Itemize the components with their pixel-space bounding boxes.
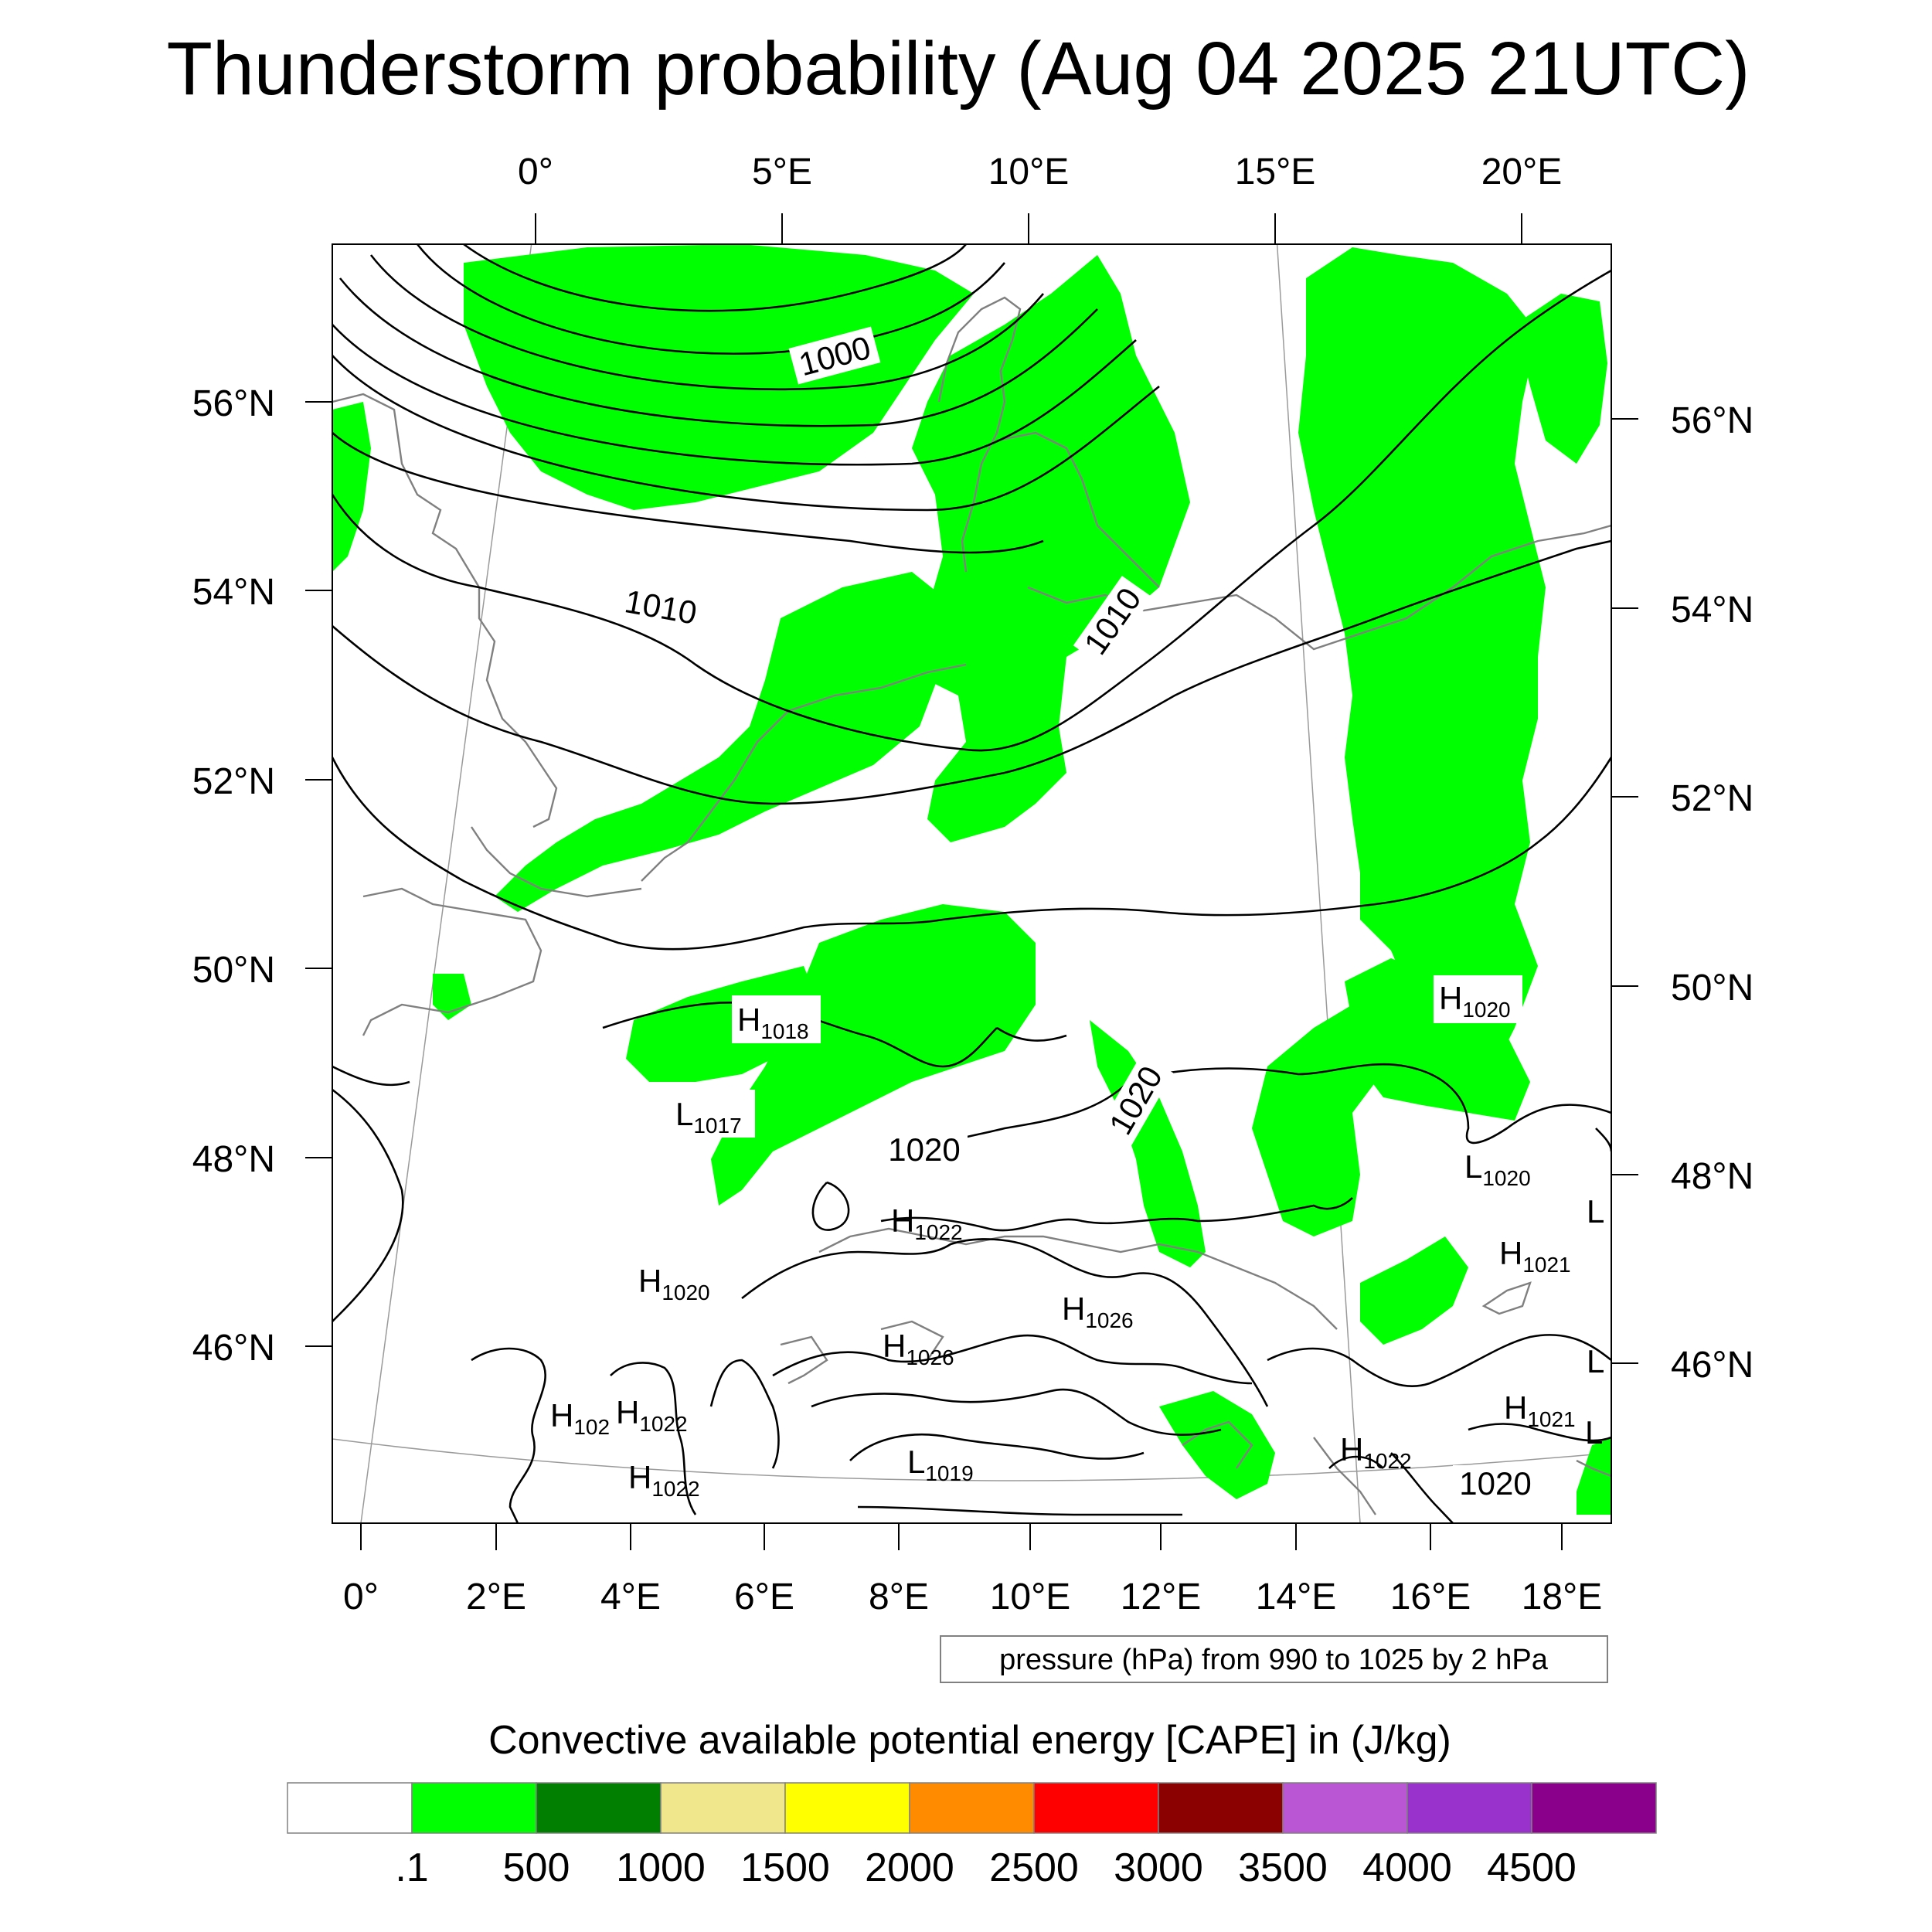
map-panel xyxy=(332,243,1612,1524)
contour-label: 1020 xyxy=(1459,1465,1531,1502)
colorbar-tick-label: 3000 xyxy=(1114,1845,1203,1890)
colorbar-tick-label: 3500 xyxy=(1238,1845,1328,1890)
pressure-center-label: H1022 xyxy=(616,1394,688,1436)
left-tick-label: 48°N xyxy=(192,1139,275,1180)
bottom-axis: 0° 2°E 4°E 6°E 8°E 10°E 12°E 14°E 16°E 1… xyxy=(343,1523,1602,1617)
right-tick-label: 50°N xyxy=(1671,968,1753,1009)
bottom-tick-label: 6°E xyxy=(734,1577,794,1617)
right-tick-label: 56°N xyxy=(1671,400,1753,441)
top-axis: 0° 5°E 10°E 15°E 20°E xyxy=(518,151,1562,244)
pressure-center-label: H1021 xyxy=(1504,1389,1576,1431)
colorbar-tick-label: 2000 xyxy=(865,1845,954,1890)
bottom-tick-label: 2°E xyxy=(466,1577,526,1617)
colorbar-swatch xyxy=(1406,1782,1532,1834)
graticule xyxy=(332,244,1611,1523)
left-axis: 56°N 54°N 52°N 50°N 48°N 46°N xyxy=(192,383,332,1369)
pressure-center-label: L1020 xyxy=(1464,1148,1531,1190)
colorbar-swatch xyxy=(1158,1782,1284,1834)
top-tick-label: 5°E xyxy=(752,151,812,192)
colorbar-swatch xyxy=(660,1782,786,1834)
pressure-center-label: L xyxy=(1587,1193,1604,1230)
colorbar-title: Convective available potential energy [C… xyxy=(488,1718,1451,1763)
top-tick-label: 10°E xyxy=(988,151,1070,192)
colorbar-tick-label: 4500 xyxy=(1487,1845,1577,1890)
top-tick-label: 20°E xyxy=(1481,151,1563,192)
contour-info-text: pressure (hPa) from 990 to 1025 by 2 hPa xyxy=(999,1644,1549,1676)
bottom-tick-label: 16°E xyxy=(1390,1577,1471,1617)
bottom-tick-label: 14°E xyxy=(1256,1577,1337,1617)
bottom-tick-label: 10°E xyxy=(990,1577,1071,1617)
bottom-tick-label: 0° xyxy=(343,1577,379,1617)
contour-label: 1020 xyxy=(888,1131,960,1168)
right-tick-label: 46°N xyxy=(1671,1345,1753,1386)
colorbar-swatch xyxy=(287,1782,413,1834)
colorbar-tick-label: 4000 xyxy=(1362,1845,1452,1890)
left-tick-label: 56°N xyxy=(192,383,275,424)
bottom-tick-label: 12°E xyxy=(1121,1577,1202,1617)
right-tick-label: 48°N xyxy=(1671,1156,1753,1197)
left-tick-label: 54°N xyxy=(192,572,275,613)
figure-title: Thunderstorm probability (Aug 04 2025 21… xyxy=(167,26,1750,111)
pressure-center-label: L xyxy=(1587,1343,1604,1379)
bottom-tick-label: 4°E xyxy=(600,1577,661,1617)
pressure-center-label: H1026 xyxy=(1062,1291,1134,1332)
colorbar-tick-label: 500 xyxy=(503,1845,570,1890)
left-tick-label: 50°N xyxy=(192,950,275,991)
bottom-tick-label: 8°E xyxy=(869,1577,929,1617)
pressure-center-label: L1019 xyxy=(907,1444,974,1485)
pressure-center-label: H1026 xyxy=(883,1328,954,1369)
pressure-center-label: H102 xyxy=(550,1397,610,1439)
pressure-centers: H1018 L1017 H1020 H1022 H1020 H1026 H102… xyxy=(550,975,1604,1501)
pressure-center-label: H1022 xyxy=(891,1202,963,1244)
right-tick-label: 54°N xyxy=(1671,590,1753,631)
pressure-center-label: H1022 xyxy=(628,1459,700,1501)
pressure-center-label: H1020 xyxy=(1439,980,1511,1022)
colorbar-swatch xyxy=(909,1782,1035,1834)
colorbar-swatch xyxy=(411,1782,537,1834)
left-tick-label: 46°N xyxy=(192,1328,275,1369)
pressure-center-label: L xyxy=(1585,1414,1603,1451)
colorbar-swatch xyxy=(1033,1782,1159,1834)
pressure-center-label: H1020 xyxy=(638,1263,710,1304)
cape-shaded-areas xyxy=(332,244,1611,1515)
colorbar-tick-label: .1 xyxy=(395,1845,428,1890)
colorbar-swatch xyxy=(784,1782,910,1834)
colorbar-tick-label: 1500 xyxy=(740,1845,830,1890)
colorbar-tick-label: 2500 xyxy=(989,1845,1079,1890)
colorbar-tick-label: 1000 xyxy=(616,1845,706,1890)
bottom-tick-label: 18°E xyxy=(1522,1577,1603,1617)
pressure-center-label: H1021 xyxy=(1499,1235,1571,1277)
pressure-center-label: H1022 xyxy=(1340,1431,1412,1473)
colorbar-swatch xyxy=(1531,1782,1657,1834)
right-tick-label: 52°N xyxy=(1671,778,1753,819)
contour-info-box: pressure (hPa) from 990 to 1025 by 2 hPa xyxy=(940,1635,1608,1683)
left-tick-label: 52°N xyxy=(192,761,275,802)
colorbar: Convective available potential energy [C… xyxy=(287,1718,1657,1890)
pressure-center-label: L1017 xyxy=(675,1096,742,1138)
right-axis: 56°N 54°N 52°N 50°N 48°N 46°N xyxy=(1611,400,1753,1386)
colorbar-swatch xyxy=(1282,1782,1408,1834)
top-tick-label: 0° xyxy=(518,151,553,192)
colorbar-labels: .1 500 1000 1500 2000 2500 3000 3500 4000 4500 xyxy=(395,1845,1577,1890)
colorbar-boxes xyxy=(287,1782,1657,1834)
pressure-center-label: H1018 xyxy=(737,1002,809,1043)
colorbar-swatch xyxy=(536,1782,662,1834)
top-tick-label: 15°E xyxy=(1235,151,1316,192)
